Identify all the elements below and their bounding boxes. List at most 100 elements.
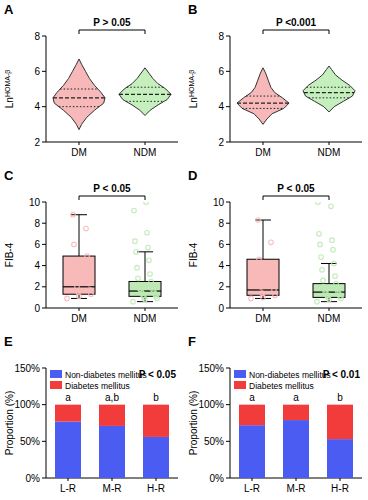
point: [86, 269, 91, 274]
legend-swatch: [234, 381, 246, 389]
x-tick-label: DM: [255, 313, 271, 324]
point: [71, 212, 76, 217]
point: [334, 281, 339, 286]
significance-bracket: [79, 30, 145, 34]
y-tick-label: 6: [34, 66, 40, 77]
y-tick-label: 4: [218, 101, 224, 112]
y-tick-label: 8: [34, 31, 40, 42]
point: [132, 208, 137, 213]
bar: [55, 422, 81, 478]
y-tick-label: 0: [218, 303, 224, 314]
y-tick: [226, 223, 230, 224]
point: [333, 274, 338, 279]
violin-q1: [59, 106, 99, 107]
panel: D0246810DMNDMFIB-4P < 0.05: [188, 168, 362, 324]
x-tick: [145, 142, 146, 145]
whisker-cap: [321, 263, 337, 264]
point: [256, 218, 261, 223]
y-axis: [230, 36, 231, 142]
violin-median: [53, 97, 105, 98]
point: [271, 279, 276, 284]
x-tick-label: DM: [71, 147, 87, 158]
y-tick-label: 100%: [198, 399, 224, 410]
y-tick: [42, 265, 46, 266]
y-tick-label: 150%: [14, 363, 40, 374]
figure: A2468DMNDMLnHOMA-βP > 0.05B2468DMNDMLnHO…: [0, 0, 368, 500]
x-tick-label: NDM: [318, 313, 341, 324]
y-tick: [226, 36, 230, 37]
bar: [55, 405, 81, 422]
y-tick: [226, 71, 230, 72]
marks: [63, 202, 161, 304]
legend-label: Non-diabetes mellitus: [249, 370, 331, 380]
x-axis: [46, 142, 178, 143]
y-label-text: Ln: [4, 97, 15, 108]
box: [313, 284, 345, 298]
significance-bracket: [263, 196, 329, 200]
bar: [283, 420, 309, 478]
point: [73, 261, 78, 266]
y-tick: [42, 368, 46, 369]
y-tick: [226, 478, 230, 479]
point: [134, 250, 139, 255]
y-tick: [42, 223, 46, 224]
group-letter: a,b: [105, 392, 119, 403]
box: [247, 259, 279, 295]
whisker: [329, 263, 330, 283]
point: [257, 257, 262, 262]
y-tick-label: 10: [29, 197, 41, 208]
y-tick: [226, 106, 230, 107]
group-letter: a: [249, 392, 255, 403]
y-tick-label: 50%: [20, 436, 40, 447]
whisker: [79, 215, 80, 256]
point: [318, 242, 323, 247]
y-tick-label: 6: [34, 239, 40, 250]
point: [329, 204, 334, 209]
x-tick: [263, 142, 264, 145]
x-tick-label: M-R: [287, 483, 306, 494]
y-label-superscript: HOMA-β: [4, 70, 12, 97]
y-label-text: FIB-4: [4, 242, 15, 267]
x-tick-label: H-R: [147, 483, 165, 494]
y-tick: [226, 441, 230, 442]
point: [76, 290, 81, 295]
x-tick-label: DM: [255, 147, 271, 158]
marks: [247, 202, 345, 304]
y-axis: [46, 202, 47, 308]
point: [332, 261, 337, 266]
panel: E0%50%100%150%L-RM-RH-RProportion (%)aa,…: [4, 334, 178, 494]
panel: C0246810DMNDMFIB-4P < 0.05: [4, 168, 178, 324]
y-tick: [42, 244, 46, 245]
point: [335, 287, 340, 292]
x-tick: [263, 308, 264, 311]
p-value: P < 0.05: [93, 183, 131, 194]
point: [75, 285, 80, 290]
legend-label: Non-diabetes mellitus: [65, 370, 147, 380]
x-tick: [112, 478, 113, 481]
x-tick: [79, 308, 80, 311]
x-axis: [230, 308, 362, 309]
whisker-cap: [71, 214, 87, 215]
x-tick: [340, 478, 341, 481]
x-tick: [329, 142, 330, 145]
marks: [53, 59, 171, 130]
y-label: Proportion (%): [4, 391, 15, 455]
legend-label: Diabetes mellitus: [249, 381, 314, 391]
significance-bracket: [263, 30, 329, 34]
group-letter: a: [293, 392, 299, 403]
legend-label: Diabetes mellitus: [65, 381, 130, 391]
x-tick-label: M-R: [103, 483, 122, 494]
y-tick: [226, 286, 230, 287]
point: [72, 242, 77, 247]
point: [84, 226, 89, 231]
x-tick: [156, 478, 157, 481]
point: [272, 288, 277, 293]
point: [137, 282, 142, 287]
violin-median: [119, 94, 171, 95]
bar: [239, 405, 265, 426]
violin-q1: [309, 97, 350, 98]
violin-q3: [127, 87, 163, 88]
legend-swatch: [50, 381, 62, 389]
y-tick: [226, 244, 230, 245]
y-tick-label: 2: [34, 137, 40, 148]
